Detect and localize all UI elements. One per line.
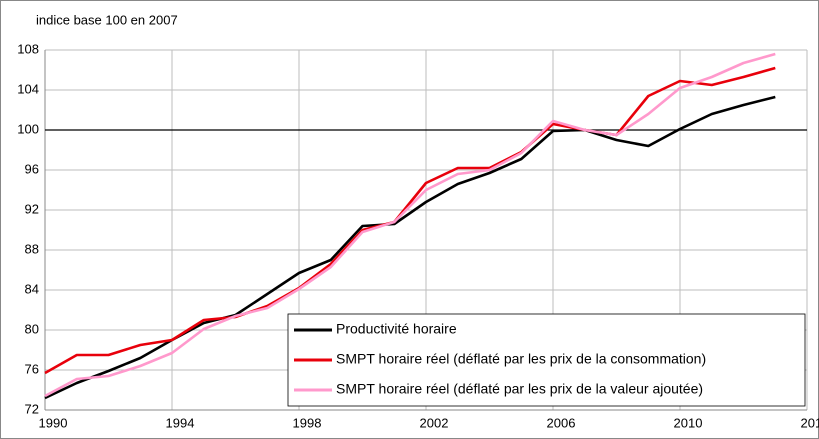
y-tick-label: 100	[17, 121, 39, 136]
x-tick-label: 2014	[801, 415, 819, 430]
y-tick-label: 76	[25, 361, 39, 376]
series-line	[44, 52, 776, 398]
legend-label: SMPT horaire réel (déflaté par les prix …	[336, 381, 703, 397]
y-tick-label: 88	[25, 241, 39, 256]
x-tick-label: 1994	[166, 415, 195, 430]
y-tick-label: 104	[17, 81, 39, 96]
y-axis-title: indice base 100 en 2007	[36, 12, 178, 27]
y-tick-label: 108	[17, 41, 39, 56]
legend-box	[287, 313, 806, 407]
y-tick-label: 72	[25, 401, 39, 416]
x-tick-label: 2006	[547, 415, 576, 430]
legend-label: SMPT horaire réel (déflaté par les prix …	[336, 351, 706, 367]
y-tick-label: 80	[25, 321, 39, 336]
x-tick-label: 2002	[420, 415, 449, 430]
x-tick-label: 2010	[674, 415, 703, 430]
y-tick-label: 96	[25, 161, 39, 176]
legend: Productivité horaire SMPT horaire réel (d…	[287, 313, 806, 407]
y-tick-label: 92	[25, 201, 39, 216]
x-tick-label: 1998	[293, 415, 322, 430]
x-tick-label: 1990	[39, 415, 68, 430]
series-line	[44, 66, 776, 375]
y-tick-label: 84	[25, 281, 39, 296]
series-line	[44, 95, 776, 400]
legend-label: Productivité horaire	[336, 321, 457, 337]
